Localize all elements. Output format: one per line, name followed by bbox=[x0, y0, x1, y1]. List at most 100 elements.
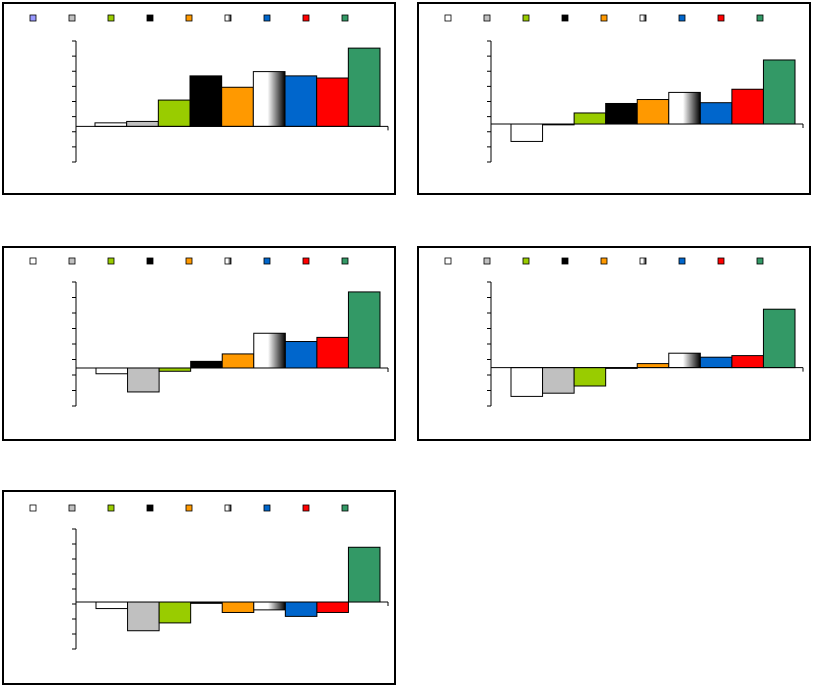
legend-swatch bbox=[302, 14, 310, 22]
legend-swatch bbox=[146, 257, 154, 265]
bar-4 bbox=[190, 360, 223, 369]
bar-8 bbox=[316, 336, 349, 369]
bar-3 bbox=[573, 367, 607, 387]
legend-swatch bbox=[68, 257, 76, 265]
chart-panel-3 bbox=[2, 246, 396, 441]
bar-6 bbox=[253, 332, 286, 369]
legend-swatch bbox=[639, 14, 647, 22]
chart-3 bbox=[29, 257, 389, 407]
legend-swatch bbox=[29, 504, 37, 512]
legend-swatch bbox=[341, 257, 349, 265]
legend-swatch bbox=[678, 257, 686, 265]
legend-swatch bbox=[756, 14, 764, 22]
legend-swatch bbox=[185, 504, 193, 512]
legend-swatch bbox=[146, 504, 154, 512]
legend bbox=[444, 14, 764, 22]
bar-3 bbox=[158, 601, 192, 624]
chart-1 bbox=[29, 14, 389, 163]
bar-2 bbox=[127, 367, 160, 393]
chart-panel-2 bbox=[417, 2, 811, 195]
bar-5 bbox=[636, 99, 670, 125]
legend-swatch bbox=[561, 257, 569, 265]
bar-9 bbox=[762, 308, 796, 369]
bar-7 bbox=[699, 102, 733, 125]
bar-7 bbox=[284, 341, 318, 369]
legend-swatch bbox=[68, 14, 76, 22]
legend-swatch bbox=[522, 257, 530, 265]
legend-swatch bbox=[522, 14, 530, 22]
chart-panel-1 bbox=[2, 2, 396, 195]
legend-swatch bbox=[68, 504, 76, 512]
legend-swatch bbox=[224, 257, 232, 265]
legend bbox=[29, 14, 349, 22]
chart-panel-4 bbox=[417, 246, 811, 441]
bar-3 bbox=[157, 99, 191, 127]
legend-swatch bbox=[444, 14, 452, 22]
legend-swatch bbox=[29, 14, 37, 22]
legend-swatch bbox=[263, 14, 271, 22]
bar-1 bbox=[510, 123, 544, 142]
bar-9 bbox=[762, 59, 796, 125]
legend-swatch bbox=[224, 14, 232, 22]
chart-2 bbox=[444, 14, 804, 163]
legend-swatch bbox=[756, 257, 764, 265]
legend bbox=[29, 257, 349, 265]
bar-1 bbox=[94, 122, 128, 127]
legend-swatch bbox=[29, 257, 37, 265]
bar-6 bbox=[668, 91, 701, 125]
bar-2 bbox=[127, 601, 160, 632]
legend-swatch bbox=[302, 504, 310, 512]
bar-5 bbox=[221, 353, 255, 369]
bar-7 bbox=[284, 601, 318, 617]
legend-swatch bbox=[483, 14, 491, 22]
bar-8 bbox=[731, 355, 764, 369]
legend-swatch bbox=[678, 14, 686, 22]
legend-swatch bbox=[717, 14, 725, 22]
chart-panel-5 bbox=[2, 490, 396, 685]
bar-2 bbox=[126, 120, 159, 127]
legend-swatch bbox=[263, 504, 271, 512]
bar-7 bbox=[284, 75, 318, 127]
legend-swatch bbox=[107, 257, 115, 265]
legend-swatch bbox=[185, 257, 193, 265]
bar-5 bbox=[221, 86, 254, 127]
chart-4 bbox=[444, 257, 804, 407]
legend-swatch bbox=[600, 257, 608, 265]
chart-5 bbox=[29, 504, 389, 650]
legend-swatch bbox=[483, 257, 491, 265]
bar-1 bbox=[510, 367, 544, 397]
bar-5 bbox=[221, 601, 255, 613]
bar-9 bbox=[347, 47, 381, 127]
legend-swatch bbox=[263, 257, 271, 265]
bar-7 bbox=[699, 356, 733, 369]
bar-1 bbox=[95, 367, 129, 375]
bar-6 bbox=[668, 352, 701, 369]
bar-9 bbox=[347, 546, 381, 603]
bar-4 bbox=[189, 75, 223, 127]
legend-swatch bbox=[302, 257, 310, 265]
legend-swatch bbox=[717, 257, 725, 265]
bar-3 bbox=[573, 112, 607, 125]
legend-swatch bbox=[107, 504, 115, 512]
bar-2 bbox=[542, 367, 575, 394]
bar-4 bbox=[605, 102, 638, 125]
legend-swatch bbox=[146, 14, 154, 22]
bar-8 bbox=[316, 601, 349, 613]
legend bbox=[444, 257, 764, 265]
bar-8 bbox=[316, 77, 349, 127]
bar-6 bbox=[252, 71, 286, 127]
legend-swatch bbox=[444, 257, 452, 265]
bar-6 bbox=[253, 601, 286, 611]
bar-9 bbox=[347, 291, 381, 369]
legend-swatch bbox=[639, 257, 647, 265]
legend-swatch bbox=[561, 14, 569, 22]
legend-swatch bbox=[341, 14, 349, 22]
legend-swatch bbox=[600, 14, 608, 22]
legend-swatch bbox=[341, 504, 349, 512]
legend-swatch bbox=[107, 14, 115, 22]
legend bbox=[29, 504, 349, 512]
bar-8 bbox=[731, 88, 764, 125]
legend-swatch bbox=[185, 14, 193, 22]
legend-swatch bbox=[224, 504, 232, 512]
bar-5 bbox=[636, 363, 670, 369]
